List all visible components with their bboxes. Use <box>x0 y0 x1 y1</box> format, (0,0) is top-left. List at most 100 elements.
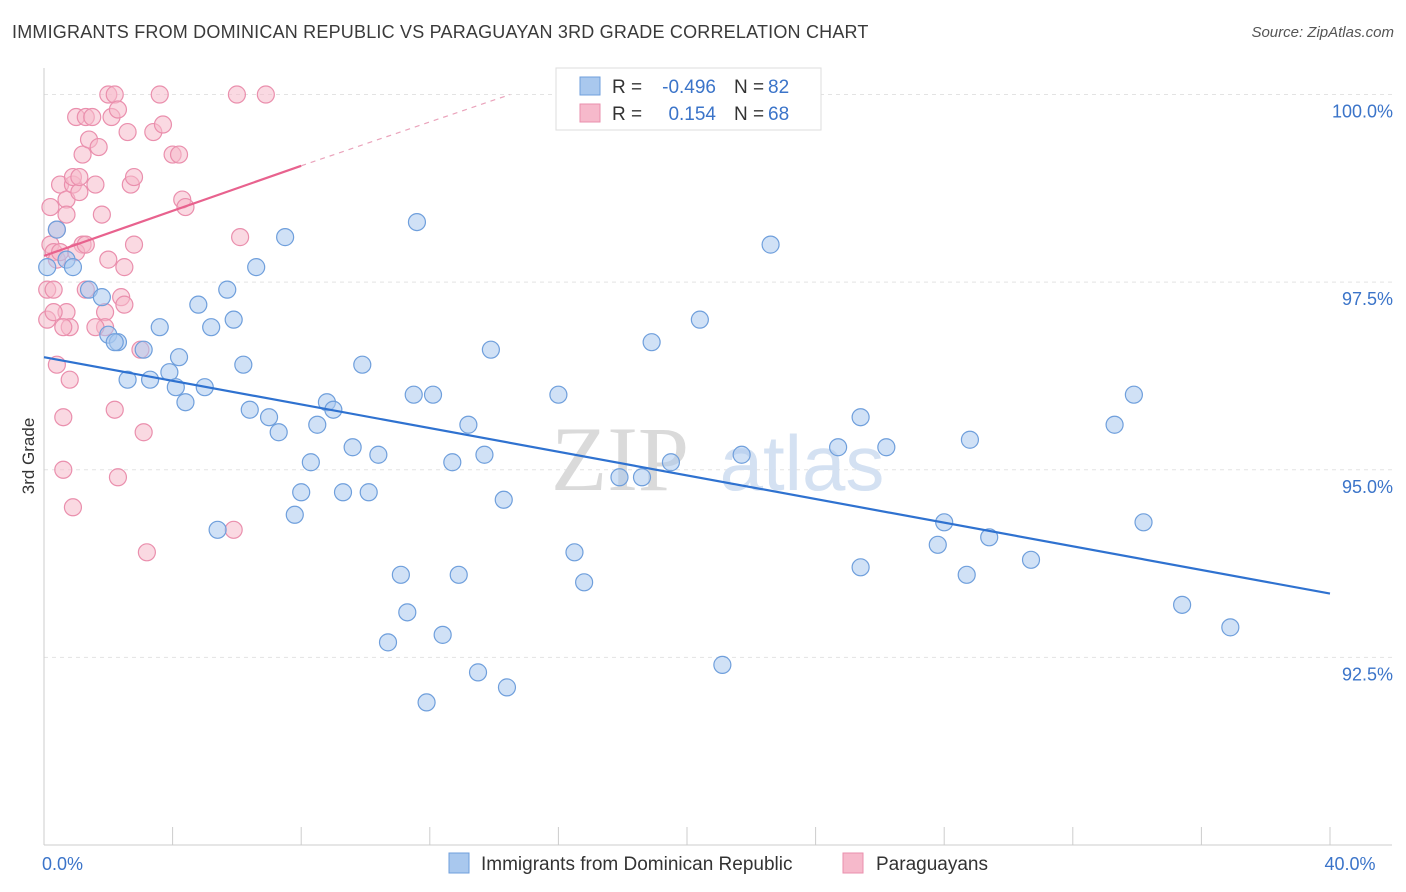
dominican-point <box>301 453 320 472</box>
dominican-point <box>359 483 378 502</box>
dominican-point <box>218 280 237 299</box>
dominican-point <box>459 415 478 434</box>
dominican-point <box>234 355 253 374</box>
dominican-point <box>443 453 462 472</box>
dominican-point <box>240 400 259 419</box>
dominican-point <box>549 385 568 404</box>
paraguayans-trend-line <box>43 164 302 257</box>
y-tick-label: 95.0% <box>1342 477 1393 497</box>
dominican-point <box>285 505 304 524</box>
legend-swatch-blue <box>448 852 470 874</box>
dominican-point <box>333 483 353 502</box>
dominican-point <box>713 655 732 674</box>
dominican-point <box>276 228 295 247</box>
paraguayans-point <box>150 85 169 104</box>
y-axis-label: 3rd Grade <box>19 418 38 495</box>
x-tick-label: 0.0% <box>42 854 83 874</box>
legend-label-blue: Immigrants from Dominican Republic <box>481 854 793 875</box>
dominican-point <box>851 558 870 577</box>
dominican-point <box>1173 595 1192 614</box>
paraguayans-point <box>115 295 134 314</box>
y-tick-label: 92.5% <box>1342 664 1393 684</box>
dominican-point <box>565 543 584 562</box>
dominican-point <box>353 355 372 374</box>
dominican-point <box>1105 415 1124 434</box>
dominican-point <box>829 438 848 457</box>
paraguayans-point <box>108 100 128 119</box>
dominican-point <box>176 393 195 412</box>
dominican-point <box>38 258 57 277</box>
paraguayans-point <box>70 167 89 187</box>
y-tick-label: 97.5% <box>1342 289 1393 309</box>
paraguayans-point <box>57 205 76 224</box>
dominican-point <box>928 535 947 554</box>
stats-swatch-blue <box>579 76 601 96</box>
dominican-point <box>369 445 388 464</box>
dominican-point <box>247 258 266 277</box>
paraguayans-point <box>92 205 111 224</box>
chart-source: Source: ZipAtlas.com <box>1251 24 1394 41</box>
dominican-point <box>661 453 681 472</box>
stats-r-value-blue: -0.496 <box>662 77 716 98</box>
dominican-point <box>378 633 398 652</box>
paraguayans-point <box>44 280 63 299</box>
paraguayans-point <box>83 107 102 127</box>
stats-legend: R = -0.496 N = 82 R = 0.154 N = 68 <box>555 67 822 131</box>
dominican-point <box>169 348 189 367</box>
legend-label-pink: Paraguayans <box>876 854 988 875</box>
dominican-point <box>761 235 780 254</box>
dominican-point <box>269 423 288 442</box>
dominican-point <box>292 483 311 502</box>
dominican-point <box>1221 618 1240 637</box>
stats-swatch-pink <box>579 103 601 123</box>
dominican-point <box>449 565 468 584</box>
paraguayans-point <box>54 460 73 479</box>
dominican-point <box>1021 550 1041 569</box>
legend-swatch-pink <box>842 852 864 874</box>
dominican-point <box>63 258 83 277</box>
paraguayans-point <box>124 167 144 187</box>
paraguayans-point <box>60 370 79 389</box>
stats-r-label-blue: R = <box>612 77 642 98</box>
x-tick-label: 40.0% <box>1324 854 1375 874</box>
dominican-point <box>224 310 243 329</box>
dominican-point <box>308 415 327 434</box>
dominican-trend-line <box>43 356 1331 595</box>
y-tick-label: 100.0% <box>1332 102 1393 122</box>
dominican-point <box>481 340 500 359</box>
dominican-point <box>134 340 153 359</box>
dominican-point <box>980 528 999 547</box>
dominican-point <box>189 295 208 314</box>
dominican-point <box>475 445 494 464</box>
paraguayans-point <box>231 228 250 247</box>
dominican-point <box>433 625 452 644</box>
stats-n-value-pink: 68 <box>768 104 789 125</box>
dominican-point <box>632 468 652 487</box>
dominican-point <box>877 438 896 457</box>
paraguayans-point <box>73 145 92 164</box>
dominican-point <box>494 490 513 509</box>
dominican-point <box>575 573 594 592</box>
stats-n-label-pink: N = <box>734 104 764 125</box>
paraguayans-point <box>105 85 124 104</box>
paraguayans-point <box>169 145 189 164</box>
paraguayans-point <box>99 250 118 269</box>
stats-r-value-pink: 0.154 <box>668 104 716 125</box>
dominican-point <box>47 220 66 239</box>
dominican-point <box>92 288 111 307</box>
dominican-point <box>1134 513 1153 532</box>
dominican-point <box>732 445 751 464</box>
dominican-point <box>468 663 488 682</box>
dominican-point <box>690 310 709 329</box>
dominican-point <box>404 385 423 404</box>
dominican-point <box>642 333 661 352</box>
paraguayans-point <box>54 408 73 427</box>
paraguayans-point <box>44 303 63 322</box>
paraguayans-point <box>54 318 73 337</box>
dominican-point <box>423 385 443 404</box>
paraguayans-point <box>105 400 124 419</box>
paraguayans-point <box>118 122 137 142</box>
dominican-point <box>118 370 137 389</box>
dominican-point <box>398 603 417 622</box>
